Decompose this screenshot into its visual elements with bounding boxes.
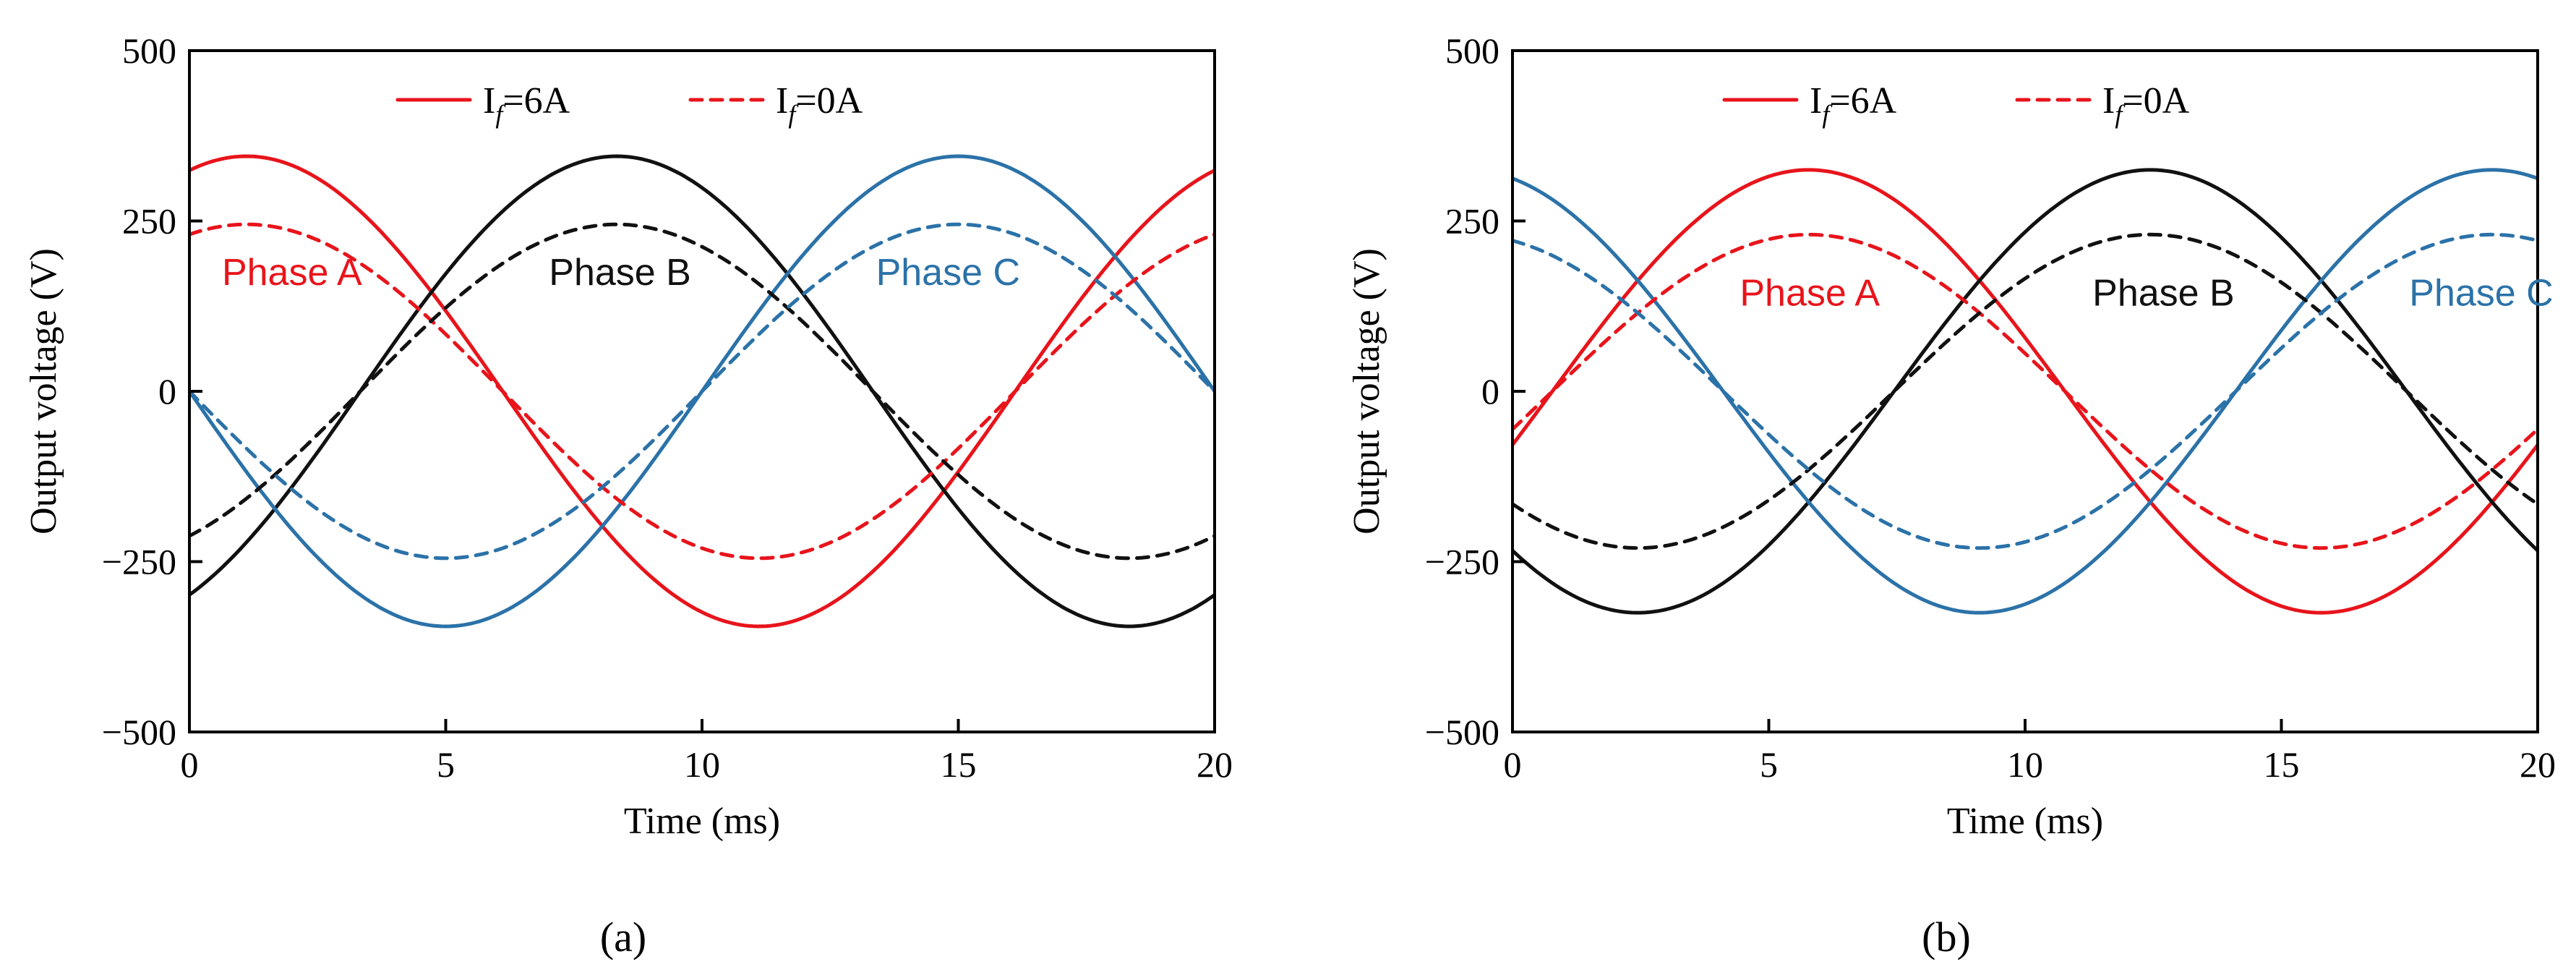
series-line-phase-b-if6a: [1512, 168, 2538, 615]
plot-frame: [1511, 49, 2539, 733]
x-tick-label: 5: [437, 744, 455, 785]
series-line-phase-c-if0a: [189, 222, 1215, 561]
legend-label-solid: If=6A: [483, 80, 570, 129]
panel-label: (a): [600, 914, 646, 961]
y-tick-label: 250: [1445, 201, 1499, 242]
phase-label-a: Phase A: [1740, 272, 1880, 314]
x-tick-label: 0: [181, 744, 199, 785]
y-tick-label: −250: [102, 542, 176, 582]
legend-label-solid: If=6A: [1810, 80, 1897, 129]
y-axis-title: Output voltage (V): [23, 248, 64, 535]
y-tick-label: −500: [1425, 712, 1499, 752]
legend-item-if0a: If=0A: [2015, 80, 2190, 129]
x-axis-title: Time (ms): [624, 801, 780, 842]
legend-item-if6a: If=6A: [1722, 80, 1897, 129]
legend: If=6A If=0A: [1722, 80, 2190, 129]
y-tick-label: 500: [1445, 30, 1499, 71]
y-tick-label: −500: [102, 712, 176, 752]
y-tick-label: 500: [122, 30, 176, 71]
phase-label-b: Phase B: [549, 252, 691, 294]
legend-label-dashed: If=0A: [2102, 80, 2190, 129]
chart-panel-a: 0 5 10 15 20 −500 −250 0 250 500 Time (ms) Output v…: [23, 30, 1233, 961]
legend-item-if0a: If=0A: [688, 80, 863, 129]
phase-label-a: Phase A: [222, 252, 362, 294]
x-tick-label: 0: [1504, 744, 1522, 785]
series-line-phase-a-if0a: [189, 222, 1215, 561]
x-tick-label: 10: [684, 744, 720, 785]
plot-area: [1512, 168, 2538, 615]
series-line-phase-b-if0a: [189, 222, 1215, 561]
y-axis-title: Output voltage (V): [1346, 248, 1387, 535]
phase-label-c: Phase C: [876, 252, 1020, 294]
phase-label-b: Phase B: [2092, 272, 2235, 314]
x-tick-label: 20: [1197, 744, 1233, 785]
legend-label-dashed: If=0A: [776, 80, 863, 129]
series-line-phase-c-if0a: [1512, 232, 2538, 550]
series-line-phase-a-if0a: [1512, 232, 2538, 550]
x-tick-label: 15: [941, 744, 977, 785]
phase-label-c: Phase C: [2409, 272, 2553, 314]
series-line-phase-c-if6a: [1512, 168, 2538, 615]
y-tick-label: 250: [122, 201, 176, 242]
series-line-phase-a-if6a: [189, 154, 1215, 629]
legend: If=6A If=0A: [395, 80, 863, 129]
x-axis-title: Time (ms): [1947, 801, 2103, 842]
y-tick-label: 0: [158, 371, 176, 412]
chart-panel-b: 0 5 10 15 20 −500 −250 0 250 500 Time (ms) Output v…: [1346, 30, 2556, 961]
plot-area: [189, 154, 1215, 629]
series-line-phase-b-if0a: [1512, 232, 2538, 550]
legend-item-if6a: If=6A: [395, 80, 570, 129]
x-tick-label: 20: [2520, 744, 2556, 785]
x-tick-label: 10: [2007, 744, 2043, 785]
panel-label: (b): [1922, 914, 1971, 961]
series-line-phase-a-if6a: [1512, 168, 2538, 615]
y-tick-label: −250: [1425, 542, 1499, 582]
x-tick-label: 5: [1760, 744, 1778, 785]
x-tick-label: 15: [2264, 744, 2300, 785]
y-tick-label: 0: [1481, 371, 1499, 412]
